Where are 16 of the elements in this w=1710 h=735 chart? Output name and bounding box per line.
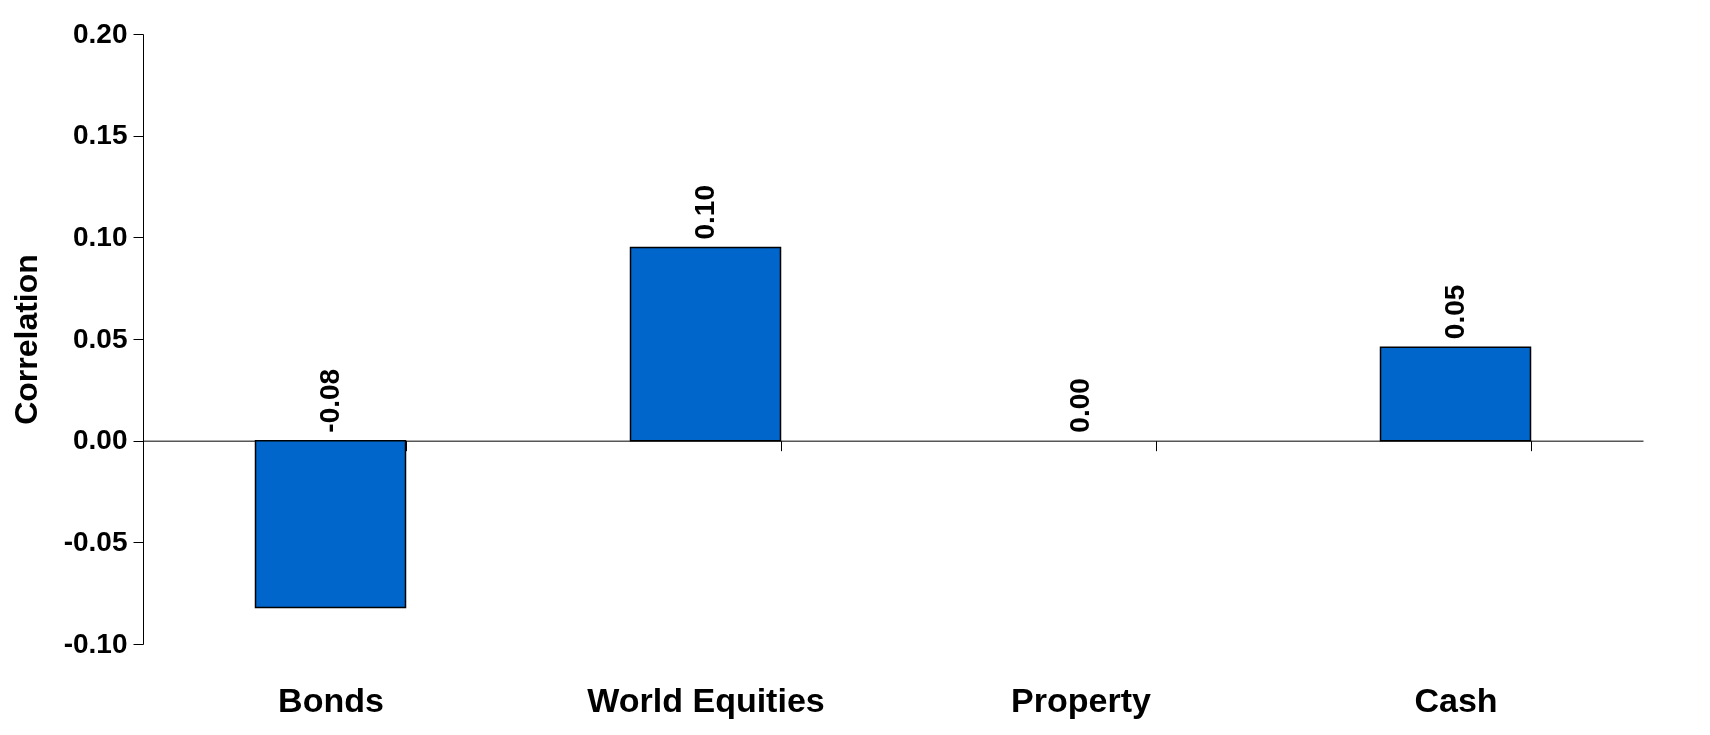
y-tick-label: 0.00 (73, 424, 128, 456)
y-tick-label: 0.15 (73, 119, 128, 151)
y-tick-label: -0.10 (63, 627, 128, 659)
data-label: 0.05 (1438, 284, 1470, 340)
x-tick-label: Property (1011, 680, 1151, 719)
y-tick-label: 0.20 (73, 17, 128, 49)
data-label: 0.00 (1063, 378, 1095, 433)
x-tick-label: Bonds (278, 680, 384, 719)
data-label: -0.08 (313, 368, 345, 433)
x-tick-label: World Equities (587, 680, 825, 719)
y-tick-label: 0.05 (73, 322, 128, 354)
data-label: 0.10 (688, 185, 720, 240)
y-axis-title: Correlation (7, 254, 44, 425)
y-tick-label: 0.10 (73, 220, 128, 252)
y-tick-label: -0.05 (63, 525, 128, 557)
x-tick-label: Cash (1414, 680, 1498, 719)
